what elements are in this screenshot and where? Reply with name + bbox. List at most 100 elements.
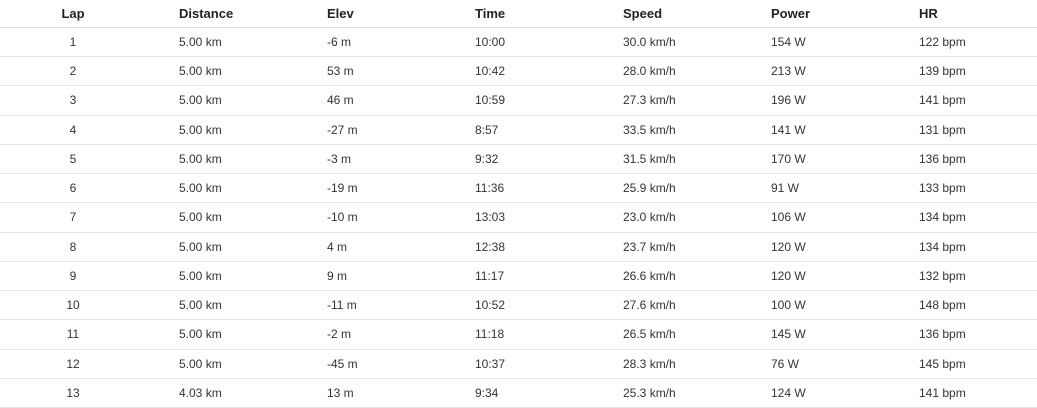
table-row: 5 5.00 km -3 m 9:32 31.5 km/h 170 W 136 bpm [0,145,1037,175]
table-cell: 11:18 [475,327,505,342]
table-cell: 141 bpm [919,385,966,400]
table-cell: 28.0 km/h [623,64,676,79]
table-cell: 136 bpm [919,151,966,166]
table-cell: 27.3 km/h [623,93,676,108]
table-cell: -10 m [327,210,358,225]
table-cell: 131 bpm [919,122,966,137]
table-cell: -11 m [327,298,357,313]
table-row: 7 5.00 km -10 m 13:03 23.0 km/h 106 W 134 bpm [0,203,1037,233]
table-cell: 120 W [771,268,806,283]
table-cell: 9 [69,268,77,283]
table-cell: 91 W [771,181,800,196]
table-cell: 10:00 [475,35,506,49]
table-cell: 26.5 km/h [623,327,676,342]
table-cell: 3 [69,93,77,108]
column-header: Distance [179,6,234,21]
table-row: 10 5.00 km -11 m 10:52 27.6 km/h 100 W 148 bpm [0,291,1037,321]
table-cell: 23.0 km/h [623,210,676,225]
table-cell: 5.00 km [179,239,222,254]
table-cell: 106 W [771,210,806,225]
table-cell: 213 W [771,64,806,79]
table-cell: 5.00 km [179,268,222,283]
table-cell: 13 [66,385,80,400]
table-cell: 5.00 km [179,181,222,196]
table-cell: 132 bpm [919,268,966,283]
table-cell: 141 bpm [919,93,966,108]
table-row: 13 4.03 km 13 m 9:34 25.3 km/h 124 W 141 bpm [0,379,1037,408]
table-cell: 5.00 km [179,64,222,79]
table-cell: 148 bpm [919,298,966,313]
table-cell: 10:42 [475,64,506,79]
column-header: Speed [623,6,663,21]
table-cell: 8:57 [475,122,499,137]
table-row: 8 5.00 km 4 m 12:38 23.7 km/h 120 W 134 bpm [0,233,1037,262]
column-header: Time [475,6,506,21]
table-cell: -3 m [327,151,351,166]
table-cell: -27 m [327,122,358,137]
table-cell: -45 m [327,356,358,371]
table-cell: 1 [69,35,77,49]
table-cell: 9:34 [475,385,499,400]
table-cell: 5.00 km [179,356,222,371]
table-row: 1 5.00 km -6 m 10:00 30.0 km/h 154 W 122 bpm [0,28,1037,58]
table-cell: 11 [66,327,80,342]
table-cell: 5.00 km [179,151,222,166]
table-cell: 196 W [771,93,806,108]
table-cell: 100 W [771,298,806,313]
table-cell: -6 m [327,35,351,49]
column-header: Power [771,6,811,21]
column-header: Elev [327,6,354,21]
table-cell: 139 bpm [919,64,966,79]
table-row: 2 5.00 km 53 m 10:42 28.0 km/h 213 W 139 bpm [0,57,1037,87]
table-cell: 9 m [327,268,348,283]
table-cell: 25.9 km/h [623,181,676,196]
table-cell: 4 [69,122,77,137]
table-cell: 120 W [771,239,806,254]
table-cell: 134 bpm [919,239,966,254]
table-cell: 145 W [771,327,806,342]
table-cell: 7 [69,210,77,225]
table-row: 12 5.00 km -45 m 10:37 28.3 km/h 76 W 145 bpm [0,350,1037,379]
table-cell: 10:59 [475,93,506,108]
table-cell: 33.5 km/h [623,122,676,137]
table-cell: 5.00 km [179,327,222,342]
table-cell: 136 bpm [919,327,966,342]
table-cell: 145 bpm [919,356,966,371]
table-cell: 31.5 km/h [623,151,676,166]
column-header: HR [919,6,938,21]
table-cell: 124 W [771,385,806,400]
table-cell: 12 [66,356,80,371]
table-cell: 2 [69,64,77,79]
table-cell: 12:38 [475,239,506,254]
column-header: Lap [61,6,85,21]
table-row: 9 5.00 km 9 m 11:17 26.6 km/h 120 W 132 bpm [0,262,1037,292]
table-cell: 53 m [327,64,354,79]
table-cell: -19 m [327,181,358,196]
table-cell: 5.00 km [179,35,222,49]
table-cell: 4 m [327,239,348,254]
table-cell: 11:36 [475,181,505,196]
table-cell: 6 [69,181,77,196]
table-cell: 13 m [327,385,354,400]
table-cell: 30.0 km/h [623,35,676,49]
table-cell: 154 W [771,35,806,49]
table-cell: 5.00 km [179,93,222,108]
table-cell: 25.3 km/h [623,385,676,400]
table-cell: 9:32 [475,151,499,166]
table-cell: 133 bpm [919,181,966,196]
table-cell: 5.00 km [179,210,222,225]
table-cell: 4.03 km [179,385,222,400]
table-cell: -2 m [327,327,351,342]
table-cell: 26.6 km/h [623,268,676,283]
table-cell: 122 bpm [919,35,966,49]
table-cell: 27.6 km/h [623,298,676,313]
table-cell: 11:17 [475,268,505,283]
table-cell: 10 [66,298,80,313]
table-cell: 5.00 km [179,298,222,313]
table-cell: 8 [69,239,77,254]
table-cell: 13:03 [475,210,506,225]
table-cell: 46 m [327,93,354,108]
table-cell: 134 bpm [919,210,966,225]
table-cell: 10:37 [475,356,506,371]
table-cell: 170 W [771,151,806,166]
